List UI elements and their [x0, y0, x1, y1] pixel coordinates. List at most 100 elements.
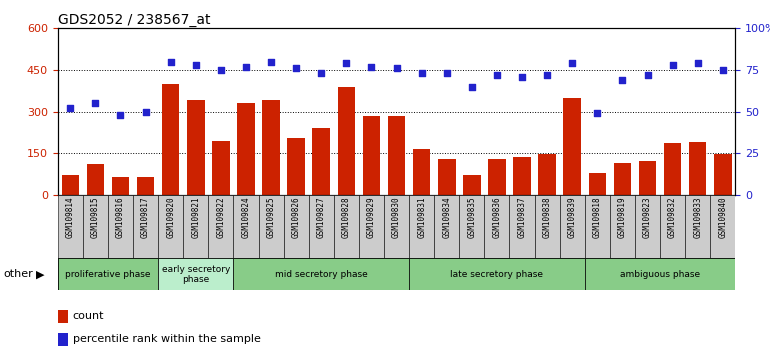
Text: GDS2052 / 238567_at: GDS2052 / 238567_at: [58, 13, 210, 27]
Point: [440, 70, 453, 76]
Bar: [514, 157, 531, 195]
Point: [114, 112, 126, 118]
Point: [566, 61, 578, 66]
Bar: [158, 258, 233, 290]
Bar: [610, 195, 635, 258]
Point: [641, 72, 654, 78]
Text: percentile rank within the sample: percentile rank within the sample: [72, 335, 260, 344]
Point: [340, 61, 353, 66]
Text: proliferative phase: proliferative phase: [65, 270, 151, 279]
Bar: [58, 310, 68, 323]
Point: [390, 65, 403, 71]
Bar: [158, 195, 183, 258]
Bar: [233, 195, 259, 258]
Text: GSM109835: GSM109835: [467, 196, 477, 238]
Bar: [309, 195, 334, 258]
Point: [215, 67, 227, 73]
Bar: [534, 195, 560, 258]
Text: GSM109838: GSM109838: [543, 196, 551, 238]
Bar: [463, 175, 480, 195]
Bar: [484, 195, 510, 258]
Bar: [560, 195, 584, 258]
Text: GSM109830: GSM109830: [392, 196, 401, 238]
Point: [616, 77, 628, 83]
Bar: [83, 195, 108, 258]
Point: [466, 84, 478, 89]
Bar: [388, 116, 405, 195]
Text: other: other: [4, 269, 34, 279]
Bar: [584, 195, 610, 258]
Bar: [434, 195, 459, 258]
Bar: [287, 138, 305, 195]
Point: [667, 62, 679, 68]
Text: GSM109825: GSM109825: [266, 196, 276, 238]
Bar: [263, 101, 280, 195]
Text: GSM109827: GSM109827: [316, 196, 326, 238]
Point: [64, 105, 76, 111]
Point: [189, 62, 202, 68]
Text: GSM109816: GSM109816: [116, 196, 125, 238]
Bar: [664, 143, 681, 195]
Bar: [58, 258, 158, 290]
Bar: [409, 195, 434, 258]
Text: GSM109823: GSM109823: [643, 196, 652, 238]
Point: [516, 74, 528, 79]
Bar: [337, 86, 355, 195]
Text: late secretory phase: late secretory phase: [450, 270, 544, 279]
Text: early secretory
phase: early secretory phase: [162, 265, 230, 284]
Text: GSM109824: GSM109824: [242, 196, 250, 238]
Point: [691, 61, 704, 66]
Point: [490, 72, 503, 78]
Bar: [187, 101, 205, 195]
Bar: [510, 195, 534, 258]
Text: mid secretory phase: mid secretory phase: [275, 270, 367, 279]
Bar: [233, 258, 409, 290]
Text: GSM109837: GSM109837: [517, 196, 527, 238]
Text: GSM109839: GSM109839: [567, 196, 577, 238]
Bar: [62, 175, 79, 195]
Text: GSM109840: GSM109840: [718, 196, 728, 238]
Bar: [58, 333, 68, 346]
Bar: [259, 195, 283, 258]
Point: [239, 64, 252, 69]
Text: GSM109819: GSM109819: [618, 196, 627, 238]
Bar: [564, 98, 581, 195]
Text: GSM109829: GSM109829: [367, 196, 376, 238]
Bar: [363, 116, 380, 195]
Point: [139, 109, 152, 114]
Bar: [162, 84, 179, 195]
Bar: [283, 195, 309, 258]
Bar: [538, 154, 556, 195]
Point: [541, 72, 554, 78]
Bar: [689, 142, 707, 195]
Text: GSM109822: GSM109822: [216, 196, 226, 238]
Bar: [86, 164, 104, 195]
Text: count: count: [72, 312, 104, 321]
Point: [265, 59, 277, 64]
Bar: [710, 195, 735, 258]
Bar: [459, 195, 484, 258]
Point: [591, 110, 604, 116]
Text: GSM109831: GSM109831: [417, 196, 426, 238]
Text: GSM109826: GSM109826: [292, 196, 300, 238]
Bar: [359, 195, 384, 258]
Bar: [438, 159, 456, 195]
Bar: [584, 258, 735, 290]
Point: [416, 70, 428, 76]
Bar: [384, 195, 409, 258]
Bar: [58, 195, 83, 258]
Bar: [108, 195, 133, 258]
Bar: [639, 161, 656, 195]
Point: [365, 64, 377, 69]
Bar: [714, 154, 732, 195]
Text: GSM109818: GSM109818: [593, 196, 602, 238]
Text: GSM109833: GSM109833: [693, 196, 702, 238]
Bar: [409, 258, 584, 290]
Bar: [588, 172, 606, 195]
Bar: [614, 163, 631, 195]
Bar: [237, 103, 255, 195]
Point: [165, 59, 177, 64]
Text: GSM109834: GSM109834: [442, 196, 451, 238]
Bar: [112, 177, 129, 195]
Bar: [488, 159, 506, 195]
